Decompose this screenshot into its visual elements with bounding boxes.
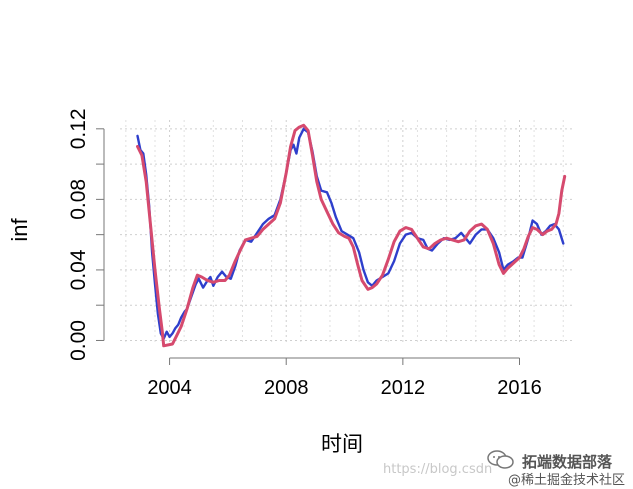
- series-line-2: [136, 123, 567, 348]
- series-lines: [136, 123, 567, 348]
- x-tick-label: 2016: [497, 377, 542, 399]
- watermark-sub: @稀土掘金技术社区: [508, 473, 626, 488]
- x-axis-label: 时间: [321, 432, 363, 456]
- axes: [96, 128, 521, 365]
- y-tick-label: 0.12: [67, 108, 90, 149]
- watermark-url: https://blog.csdn: [383, 462, 493, 477]
- tick-labels: 0.00 0.04 0.08 0.12 2004 2008 2012 2016: [67, 108, 542, 399]
- x-tick-label: 2012: [381, 377, 426, 399]
- y-tick-label: 0.08: [67, 179, 90, 220]
- x-tick-label: 2004: [147, 377, 192, 399]
- grid: [120, 120, 572, 344]
- x-tick-label: 2008: [264, 377, 309, 399]
- wechat-icon: [487, 450, 514, 469]
- y-tick-label: 0.04: [67, 249, 90, 290]
- y-axis-label: inf: [7, 218, 32, 242]
- series-line-1: [136, 127, 565, 340]
- watermark-brand: 拓端数据部落: [522, 453, 613, 471]
- y-tick-label: 0.00: [67, 320, 90, 361]
